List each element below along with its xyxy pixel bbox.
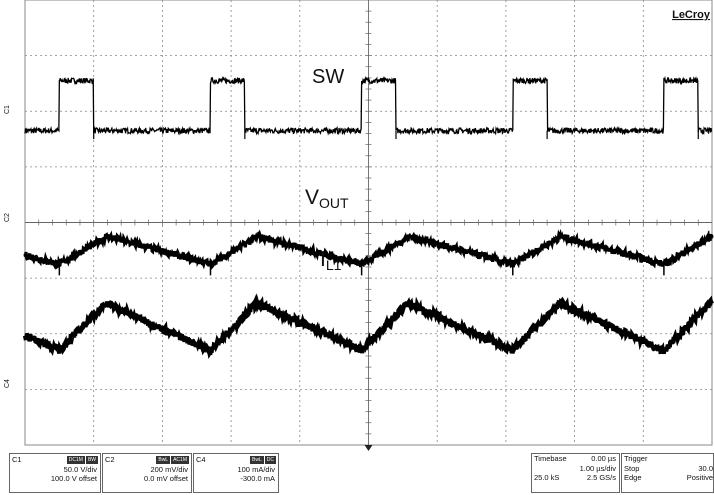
timebase-per-div: 1.00 µs/div [579,463,616,473]
coupling-tag: DC1M [66,455,85,464]
channel-scale: 100 mA/div [237,465,275,474]
trace-label-sw: SW [312,66,344,88]
timebase-label: Timebase [534,454,567,463]
trace-vout [23,228,714,270]
trigger-label: Trigger [624,454,648,463]
trace-il1 [22,293,714,359]
trigger-position-marker [364,445,373,451]
channel-offset: 0.0 mV offset [143,474,188,483]
channel-marker-c1: C1 [4,105,11,114]
trigger-slope: Positive [686,473,713,482]
trigger-mode: Stop [624,463,640,473]
bandwidth-tag: BwL [250,455,264,464]
trace-sw [24,75,713,136]
timebase-info[interactable]: Timebase 0.00 µs 1.00 µs/div 25.0 kS 2.5 G… [531,453,620,493]
channel-info-c4[interactable]: C4 BwL DC 100 mA/div -300.0 mA [193,453,279,493]
trace-label-vout: VOUT [305,186,349,211]
channel-id: C4 [196,455,206,464]
trace-label-vout-sub: OUT [319,195,349,211]
timebase-rate: 2.5 GS/s [586,473,616,482]
channel-id: C2 [105,455,115,464]
trace-label-il1-main: I [320,248,326,271]
brand-logo: LeCroy [672,9,711,21]
trace-label-il1: IL1 [320,248,342,273]
trigger-type: Edge [624,473,642,482]
timebase-delay: 0.00 µs [591,454,616,463]
coupling-tag: DC [264,455,276,464]
trigger-info[interactable]: Trigger Stop 30.0 Edge Positive [621,453,714,493]
bandwidth-tag: BwL [156,455,171,464]
coupling-tag: AC1M [171,455,189,464]
graticule-grid [24,0,713,451]
channel-offset: -300.0 mA [240,474,275,483]
trace-label-vout-main: V [305,186,319,209]
timebase-samples: 25.0 kS [534,473,560,482]
channel-scale: 200 mV/div [150,465,188,474]
trigger-level: 30.0 [698,463,713,473]
bandwidth-tag: BW [85,455,98,464]
channel-info-c1[interactable]: C1 DC1M BW 50.0 V/div 100.0 V offset [9,453,101,493]
channel-marker-c4: C4 [4,379,11,388]
channel-info-c2[interactable]: C2 BwL AC1M 200 mV/div 0.0 mV offset [102,453,192,493]
trace-group [22,75,714,359]
channel-marker-c2: C2 [4,213,11,222]
channel-offset: 100.0 V offset [50,474,97,483]
channel-scale: 50.0 V/div [63,465,97,474]
trace-label-il1-sub: L1 [326,257,342,273]
channel-id: C1 [12,455,22,464]
